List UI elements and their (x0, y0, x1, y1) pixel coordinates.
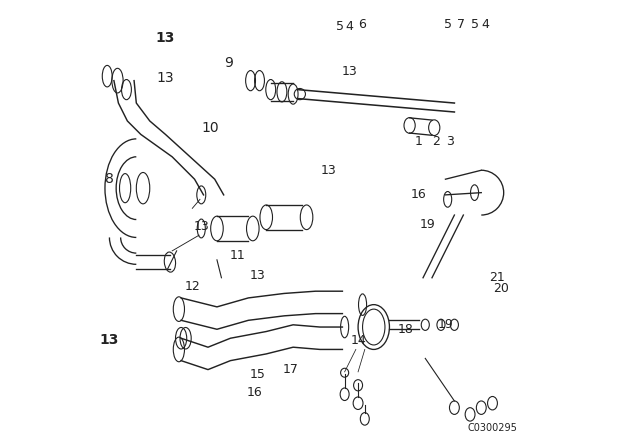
Text: 1: 1 (415, 134, 422, 148)
Text: 4: 4 (482, 18, 490, 31)
Text: 5: 5 (336, 20, 344, 34)
Text: 13: 13 (156, 31, 175, 45)
Text: 6: 6 (358, 18, 367, 31)
Text: 13: 13 (250, 269, 265, 282)
Text: 3: 3 (446, 134, 454, 148)
Text: 18: 18 (397, 323, 413, 336)
Text: 19: 19 (420, 217, 435, 231)
Text: 8: 8 (105, 172, 114, 186)
Text: 20: 20 (493, 282, 509, 296)
Text: 5: 5 (470, 18, 479, 31)
Text: 7: 7 (457, 18, 465, 31)
Text: C0300295: C0300295 (468, 423, 517, 433)
Text: 14: 14 (350, 334, 366, 347)
Text: 10: 10 (202, 121, 219, 135)
Text: 13: 13 (100, 333, 119, 348)
Text: 13: 13 (341, 65, 357, 78)
Text: 21: 21 (489, 271, 505, 284)
Text: 13: 13 (321, 164, 337, 177)
Text: 13: 13 (193, 220, 209, 233)
Text: 11: 11 (229, 249, 245, 262)
Text: 19: 19 (438, 318, 453, 332)
Text: 17: 17 (283, 363, 299, 376)
Text: 12: 12 (184, 280, 200, 293)
Text: 5: 5 (444, 18, 452, 31)
Text: 16: 16 (411, 188, 426, 202)
Text: 15: 15 (250, 367, 265, 381)
Text: 4: 4 (345, 20, 353, 34)
Text: 13: 13 (157, 71, 174, 86)
Text: 2: 2 (433, 134, 440, 148)
Text: 16: 16 (247, 385, 263, 399)
Text: 9: 9 (224, 56, 232, 70)
